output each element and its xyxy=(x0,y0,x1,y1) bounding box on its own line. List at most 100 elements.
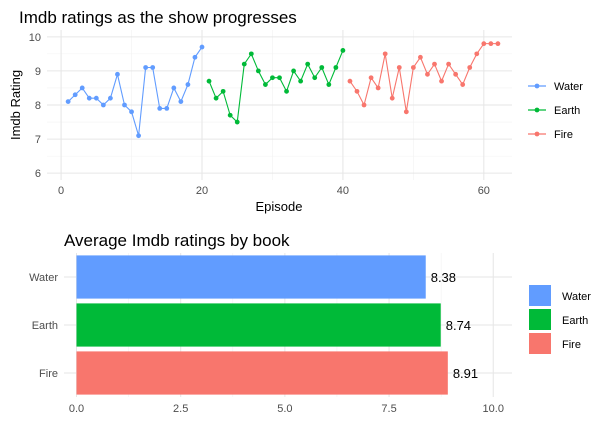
data-point xyxy=(129,109,134,115)
series-water xyxy=(65,44,205,139)
data-point xyxy=(93,95,99,101)
data-point xyxy=(481,41,487,47)
data-point xyxy=(185,82,191,87)
data-point xyxy=(234,119,240,125)
data-point xyxy=(178,99,184,104)
line-chart-y-label: Imdb Rating xyxy=(8,70,23,140)
data-point xyxy=(241,61,247,67)
bar-chart-bars: 8.38 8.74 8.91 xyxy=(76,255,478,395)
legend-item-fire: Fire xyxy=(529,333,581,354)
line-chart-legend: Water Earth Fire xyxy=(528,81,583,141)
data-point xyxy=(389,95,395,101)
legend-label: Earth xyxy=(554,105,580,117)
x-tick-label: 60 xyxy=(478,185,490,197)
data-point xyxy=(439,78,444,84)
data-point xyxy=(86,95,92,101)
data-point xyxy=(375,85,381,91)
legend-item-fire: Fire xyxy=(528,129,573,141)
data-point xyxy=(136,133,141,139)
data-point xyxy=(410,65,416,70)
data-point xyxy=(79,85,85,91)
line-chart-x-label: Episode xyxy=(256,199,303,214)
legend-swatch xyxy=(529,333,551,354)
data-point xyxy=(368,75,374,81)
bar-chart-title: Average Imdb ratings by book xyxy=(64,231,290,250)
data-point xyxy=(270,75,275,81)
data-point xyxy=(467,65,473,70)
x-tick-label: 5.0 xyxy=(277,403,292,415)
data-point xyxy=(227,112,233,118)
data-point xyxy=(255,68,261,74)
data-point xyxy=(305,61,311,67)
bar-earth: 8.74 xyxy=(76,303,471,347)
legend-label: Water xyxy=(562,291,591,303)
line-chart-y-ticks: 6 7 8 9 10 xyxy=(29,32,41,180)
data-point xyxy=(319,65,325,70)
bar-fire: 8.91 xyxy=(76,351,478,395)
data-point xyxy=(418,54,423,60)
legend-key-point xyxy=(534,83,540,89)
bar-value-label: 8.38 xyxy=(431,270,456,285)
data-point xyxy=(347,78,353,84)
data-point xyxy=(171,85,177,91)
data-point xyxy=(192,54,198,60)
legend-key-point xyxy=(534,131,540,137)
line-chart-x-ticks: 0 20 40 60 xyxy=(58,185,490,197)
data-point xyxy=(199,44,205,50)
data-point xyxy=(361,102,367,108)
series-fire xyxy=(347,41,501,115)
category-label: Fire xyxy=(39,368,58,380)
data-point xyxy=(122,102,127,108)
data-point xyxy=(157,106,163,111)
data-point xyxy=(403,109,409,115)
data-point xyxy=(284,88,289,94)
data-point xyxy=(150,65,156,70)
x-tick-label: 20 xyxy=(196,185,208,197)
legend-swatch xyxy=(529,285,551,306)
data-point xyxy=(277,75,282,81)
category-label: Water xyxy=(29,272,58,284)
data-point xyxy=(298,78,304,84)
line-chart: Imdb ratings as the show progresses 6 7 8 9… xyxy=(8,8,583,214)
data-point xyxy=(65,99,71,104)
data-point xyxy=(220,88,226,94)
data-point xyxy=(108,95,113,101)
data-point xyxy=(72,92,78,98)
bar-rect xyxy=(76,351,448,395)
data-point xyxy=(164,106,170,111)
y-tick-label: 8 xyxy=(35,100,41,112)
x-tick-label: 40 xyxy=(337,185,349,197)
bar-value-label: 8.91 xyxy=(453,366,478,381)
y-tick-label: 9 xyxy=(35,66,41,78)
y-tick-label: 6 xyxy=(35,168,41,180)
data-point xyxy=(453,71,459,77)
bar-chart-x-ticks: 0.0 2.5 5.0 7.5 10.0 xyxy=(69,403,504,415)
bar-chart-category-labels: Water Earth Fire xyxy=(29,272,58,380)
data-point xyxy=(248,51,254,57)
series-earth xyxy=(206,48,346,125)
category-label: Earth xyxy=(32,320,58,332)
data-point xyxy=(396,65,402,70)
legend-item-water: Water xyxy=(528,81,583,93)
bar-chart-legend: Water Earth Fire xyxy=(529,285,591,354)
data-point xyxy=(446,61,451,67)
data-point xyxy=(291,68,296,74)
legend-item-earth: Earth xyxy=(528,105,580,117)
legend-label: Water xyxy=(554,81,583,93)
data-point xyxy=(333,65,339,70)
data-point xyxy=(115,71,120,77)
x-tick-label: 10.0 xyxy=(483,403,504,415)
data-point xyxy=(143,65,149,70)
data-point xyxy=(354,88,360,94)
series-line xyxy=(349,43,498,112)
x-tick-label: 2.5 xyxy=(173,403,188,415)
data-point xyxy=(425,71,430,77)
data-point xyxy=(488,41,494,47)
bar-rect xyxy=(76,255,426,299)
x-tick-label: 0.0 xyxy=(69,403,84,415)
data-point xyxy=(206,78,212,84)
line-chart-title: Imdb ratings as the show progresses xyxy=(19,8,297,27)
legend-key-point xyxy=(534,107,540,113)
